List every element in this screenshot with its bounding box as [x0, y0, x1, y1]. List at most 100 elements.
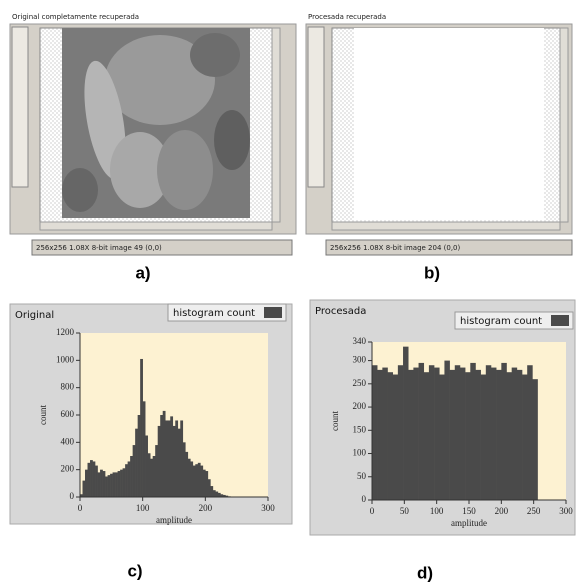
bar [102, 471, 106, 497]
bar [110, 473, 113, 497]
bar [418, 362, 425, 500]
histogram-panel: Original histogram count02004006008001000… [9, 303, 293, 580]
chart-title: Original [15, 310, 54, 321]
bar [80, 494, 83, 497]
bar [465, 372, 471, 500]
bar [92, 461, 96, 497]
bar [372, 365, 378, 500]
bar [120, 469, 123, 497]
bar [377, 369, 383, 500]
bar [459, 367, 466, 500]
legend-swatch [264, 307, 282, 318]
bar [190, 461, 194, 497]
bar [220, 494, 224, 497]
x-tick-label: 200 [199, 503, 213, 513]
chart-title: Procesada [315, 306, 366, 317]
bar [210, 486, 214, 497]
scrollbar[interactable] [39, 221, 273, 231]
bar [522, 374, 528, 500]
status-text: 256x256 1.08X 8-bit image 204 (0,0) [330, 244, 461, 252]
status-bar [31, 239, 293, 256]
bar [439, 374, 445, 500]
legend-label: histogram count [173, 308, 255, 319]
y-tick-label: 1200 [56, 327, 75, 337]
bar [135, 428, 138, 497]
viewer-b: Procesada recuperada 256x256 1.08X 8-bit… [305, 13, 573, 282]
bar [205, 471, 209, 497]
bar [82, 480, 86, 497]
bar [90, 460, 93, 497]
bar [397, 365, 404, 500]
bar [382, 367, 388, 500]
caption: a) [135, 263, 150, 282]
status-bar [325, 239, 573, 256]
bar [187, 458, 191, 497]
bar [160, 415, 164, 497]
bar [100, 469, 103, 497]
y-tick-label: 250 [353, 378, 367, 388]
bar [125, 464, 128, 497]
bar [145, 435, 148, 497]
y-tick-label: 100 [353, 448, 367, 458]
viewer-title: Original completamente recuperada [12, 13, 139, 21]
x-tick-label: 300 [261, 503, 275, 513]
bar [501, 362, 507, 500]
bar [87, 462, 91, 497]
bar [147, 453, 151, 497]
y-axis-label: count [38, 405, 48, 425]
bar [496, 369, 502, 500]
bar [167, 420, 171, 497]
y-tick-label: 0 [70, 491, 75, 501]
bar [403, 346, 409, 500]
bar [150, 458, 153, 497]
y-tick-label: 50 [357, 471, 367, 481]
legend-box [454, 311, 574, 330]
scrollbar[interactable] [331, 221, 561, 231]
x-tick-label: 200 [495, 506, 509, 516]
bar [152, 456, 156, 497]
scrollbar[interactable] [559, 27, 569, 223]
bar [137, 415, 141, 497]
bar [165, 420, 169, 497]
y-tick-label: 400 [61, 436, 75, 446]
bar [197, 462, 201, 497]
legend-label: histogram count [460, 316, 542, 327]
toolbar[interactable] [307, 26, 325, 188]
y-tick-label: 200 [61, 464, 75, 474]
image [62, 28, 250, 218]
y-tick-label: 150 [353, 424, 367, 434]
x-tick-label: 150 [462, 506, 476, 516]
bar [122, 468, 126, 497]
bar [428, 365, 435, 500]
bar [202, 469, 206, 497]
viewer-title: Procesada recuperada [308, 13, 386, 21]
bar [387, 372, 393, 500]
toolbar[interactable] [11, 26, 29, 188]
bar [97, 472, 101, 497]
y-tick-label: 200 [353, 401, 367, 411]
bar [172, 425, 176, 497]
caption: b) [424, 263, 440, 282]
y-tick-label: 1000 [56, 354, 75, 364]
bar [392, 374, 399, 500]
bar [140, 358, 143, 497]
bar [212, 490, 216, 497]
x-tick-label: 250 [527, 506, 541, 516]
x-tick-label: 0 [370, 506, 375, 516]
scrollbar[interactable] [271, 27, 281, 223]
bar [490, 367, 497, 500]
bar [444, 360, 450, 500]
bar [470, 362, 476, 500]
x-tick-label: 50 [400, 506, 410, 516]
bar [175, 420, 179, 497]
bar [217, 492, 221, 497]
viewer-a: Original completamente recuperada 256x25… [9, 13, 297, 282]
bar [85, 469, 88, 497]
bar [527, 365, 533, 500]
bar [408, 369, 414, 500]
x-tick-label: 300 [559, 506, 573, 516]
bar [162, 410, 166, 497]
bar [532, 379, 538, 500]
